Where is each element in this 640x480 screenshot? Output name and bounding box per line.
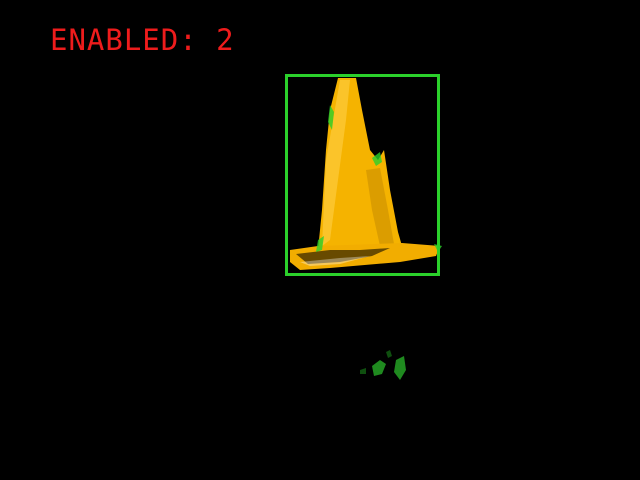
status-label: ENABLED: 2 — [50, 23, 235, 57]
traffic-cone-icon — [290, 78, 442, 270]
noise-blob-icon — [360, 350, 406, 380]
